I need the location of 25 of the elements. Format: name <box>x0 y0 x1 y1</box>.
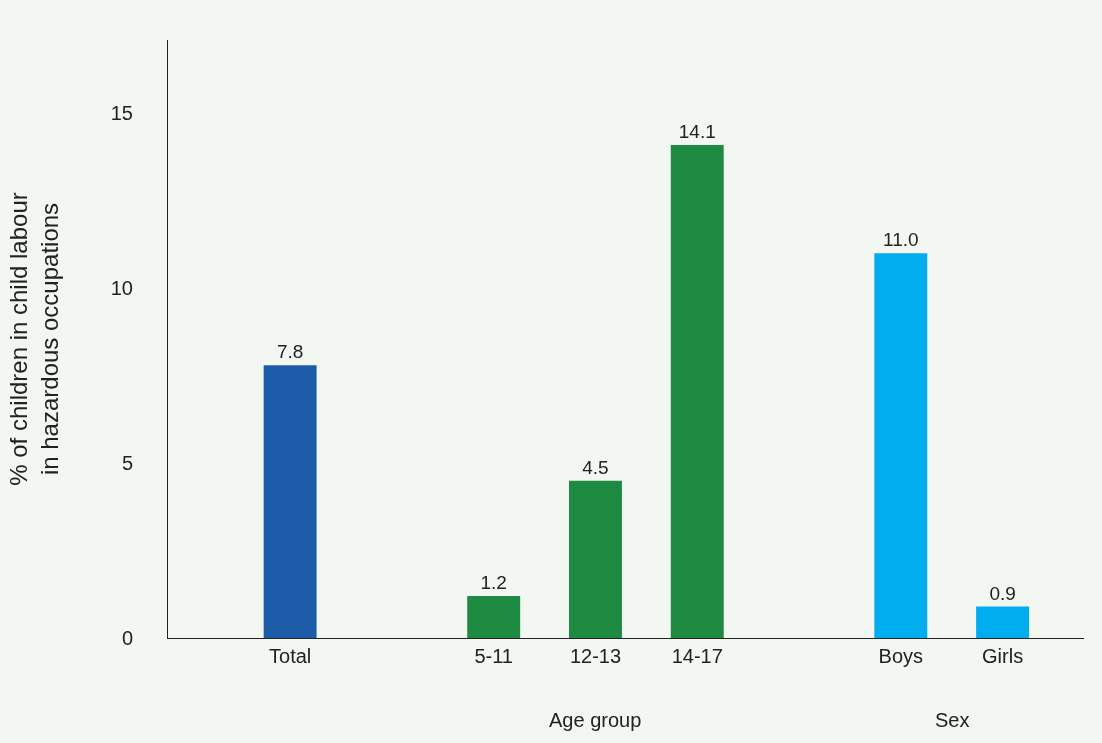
y-tick-label: 0 <box>121 627 133 649</box>
data-label: 11.0 <box>883 229 919 251</box>
x-tick-label: 14-17 <box>671 645 723 667</box>
bar <box>976 606 1030 638</box>
x-tick-label: Boys <box>878 645 924 667</box>
bar <box>467 596 521 638</box>
y-tick-label: 10 <box>110 277 133 300</box>
x-tick-label: Total <box>269 645 312 667</box>
text: Age group <box>549 709 642 731</box>
bar <box>569 480 622 638</box>
data-label: 14.1 <box>678 120 716 142</box>
x-tick-label: Girls <box>982 645 1024 667</box>
text: Sex <box>935 709 970 731</box>
x-tick-label: 12-13 <box>569 645 622 667</box>
x-tick-label: 5-11 <box>474 645 513 667</box>
data-label: 1.2 <box>480 572 507 594</box>
bar <box>874 253 928 638</box>
bar <box>263 365 317 638</box>
bar <box>670 144 724 638</box>
y-axis-title: % of children in child labour in hazardous occupations <box>4 192 63 486</box>
data-label: 0.9 <box>989 582 1016 604</box>
data-label: 4.5 <box>582 456 609 478</box>
y-tick-label: 15 <box>110 102 133 125</box>
data-label: 7.8 <box>276 341 304 363</box>
y-tick-label: 5 <box>121 452 133 475</box>
